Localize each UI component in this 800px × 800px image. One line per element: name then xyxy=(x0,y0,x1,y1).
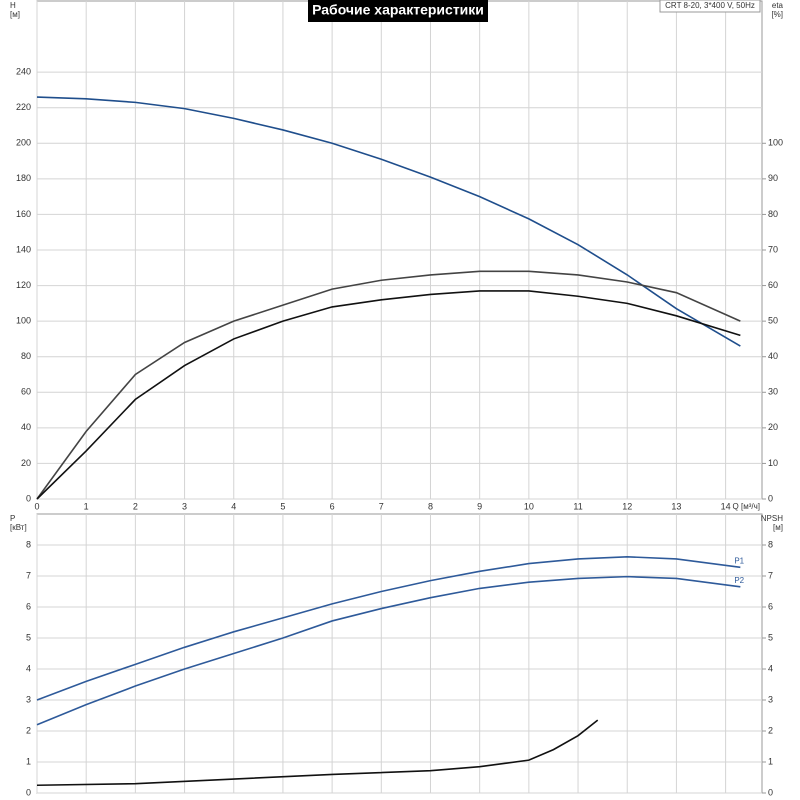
x-tick-label: 0 xyxy=(34,501,39,511)
y-tick-label: 0 xyxy=(26,787,31,797)
x-tick-label: 14 xyxy=(721,501,731,511)
x-tick-label: 4 xyxy=(231,501,236,511)
plot-frame xyxy=(36,513,763,794)
y2-tick-label: 2 xyxy=(768,725,773,735)
y-tick-label: 3 xyxy=(26,694,31,704)
x-tick-label: 9 xyxy=(477,501,482,511)
y-tick-label: 5 xyxy=(26,632,31,642)
y-tick-label: 160 xyxy=(16,209,31,219)
model-box xyxy=(659,0,761,13)
y2-tick-label: 1 xyxy=(768,756,773,766)
y2-tick-label: 30 xyxy=(768,387,778,397)
y2-axis-label: eta xyxy=(772,1,784,10)
y-axis-unit: [кВт] xyxy=(10,523,27,532)
y-tick-label: 20 xyxy=(21,458,31,468)
y2-axis-unit: [%] xyxy=(771,10,783,19)
y2-tick-label: 100 xyxy=(768,138,783,148)
series-line xyxy=(36,270,741,500)
chart-title: Рабочие характеристики xyxy=(312,2,484,18)
x-axis-label: Q [м³/ч] xyxy=(733,502,760,511)
y2-tick-label: 0 xyxy=(768,787,773,797)
y-tick-label: 0 xyxy=(26,493,31,503)
series-label: P2 xyxy=(734,576,744,585)
x-tick-label: 12 xyxy=(622,501,632,511)
y2-tick-label: 10 xyxy=(768,458,778,468)
y2-tick-label: 60 xyxy=(768,280,778,290)
series-line xyxy=(36,290,741,500)
series-line xyxy=(36,575,741,726)
y-tick-label: 4 xyxy=(26,663,31,673)
y2-axis-label: NPSH xyxy=(761,514,783,523)
y-tick-label: 40 xyxy=(21,422,31,432)
y2-tick-label: 7 xyxy=(768,570,773,580)
series-label: P1 xyxy=(734,556,744,565)
y-tick-label: 8 xyxy=(26,539,31,549)
x-tick-label: 5 xyxy=(280,501,285,511)
series-line xyxy=(36,555,741,701)
y-axis-unit: [м] xyxy=(10,10,20,19)
y2-tick-label: 4 xyxy=(768,663,773,673)
y2-tick-label: 0 xyxy=(768,493,773,503)
x-tick-label: 3 xyxy=(182,501,187,511)
y-tick-label: 80 xyxy=(21,351,31,361)
y-tick-label: 240 xyxy=(16,67,31,77)
y-tick-label: 200 xyxy=(16,138,31,148)
x-tick-label: 7 xyxy=(379,501,384,511)
y2-tick-label: 80 xyxy=(768,209,778,219)
y-tick-label: 220 xyxy=(16,102,31,112)
y-axis-label: P xyxy=(10,514,15,523)
x-tick-label: 13 xyxy=(671,501,681,511)
y-tick-label: 120 xyxy=(16,280,31,290)
series-line xyxy=(36,719,599,787)
y-tick-label: 100 xyxy=(16,316,31,326)
x-tick-label: 10 xyxy=(524,501,534,511)
y2-tick-label: 6 xyxy=(768,601,773,611)
y2-tick-label: 8 xyxy=(768,539,773,549)
y-axis-label: H xyxy=(10,1,16,10)
series-line xyxy=(36,96,741,347)
x-tick-label: 1 xyxy=(84,501,89,511)
y2-tick-label: 50 xyxy=(768,316,778,326)
y-tick-label: 180 xyxy=(16,173,31,183)
title-box xyxy=(308,0,488,22)
model-label: CRT 8-20, 3*400 V, 50Hz xyxy=(665,1,755,10)
y2-axis-unit: [м] xyxy=(773,523,783,532)
x-tick-label: 2 xyxy=(133,501,138,511)
y2-tick-label: 20 xyxy=(768,422,778,432)
y-tick-label: 60 xyxy=(21,387,31,397)
x-tick-label: 6 xyxy=(330,501,335,511)
y-tick-label: 6 xyxy=(26,601,31,611)
x-tick-label: 8 xyxy=(428,501,433,511)
y2-tick-label: 90 xyxy=(768,173,778,183)
y-tick-label: 1 xyxy=(26,756,31,766)
x-tick-label: 11 xyxy=(573,501,582,511)
y-tick-label: 140 xyxy=(16,244,31,254)
y2-tick-label: 40 xyxy=(768,351,778,361)
y-tick-label: 2 xyxy=(26,725,31,735)
y-tick-label: 7 xyxy=(26,570,31,580)
y2-tick-label: 5 xyxy=(768,632,773,642)
y2-tick-label: 3 xyxy=(768,694,773,704)
y2-tick-label: 70 xyxy=(768,244,778,254)
